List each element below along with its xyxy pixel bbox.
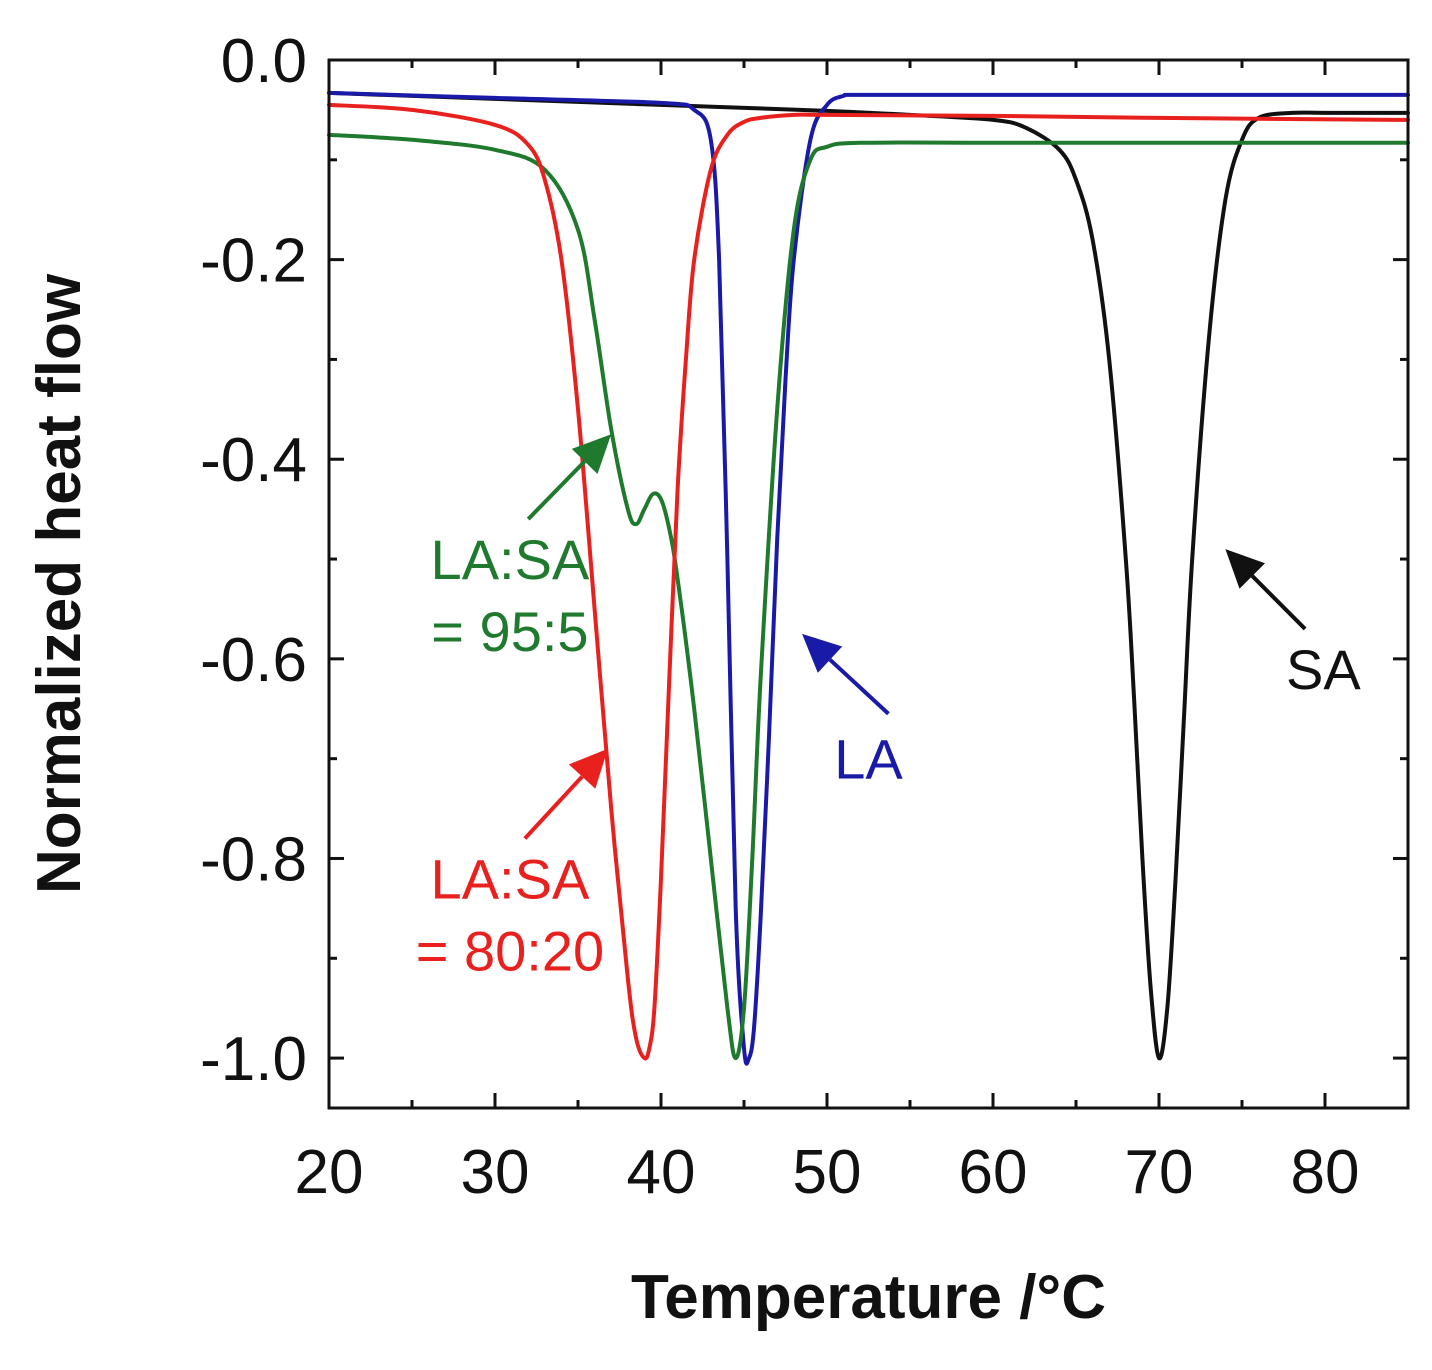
y-tick-label: -0.4 [200,426,307,495]
arrow-head [568,748,608,789]
annotation-sa: SA [1225,549,1361,701]
annotation-label: = 80:20 [416,919,604,982]
y-tick-label: -0.8 [200,825,307,894]
annotation-label: = 95:5 [431,600,588,663]
arrow-shaft [526,460,587,521]
x-tick-label: 80 [1291,1138,1360,1207]
y-tick-label: -0.2 [200,227,307,296]
x-tick-label: 30 [461,1138,530,1207]
series-line-la [327,90,1410,1066]
y-tick-label: -1.0 [200,1025,307,1094]
series-curves [327,90,1410,1066]
arrow-head [571,434,612,474]
series-line-la-sa-80-20 [327,102,1410,1061]
x-tick-label: 50 [793,1138,862,1207]
x-tick-label: 20 [295,1138,364,1207]
x-tick-label: 60 [959,1138,1028,1207]
plot-frame [327,58,1410,1110]
x-tick-label: 40 [627,1138,696,1207]
x-axis-title: Temperature /°C [631,1263,1106,1332]
y-axis-title: Normalized heat flow [25,273,94,894]
x-tick-label: 70 [1125,1138,1194,1207]
y-tick-label: 0.0 [221,27,307,96]
series-line-la-sa-95-5 [327,132,1410,1061]
annotation-la-sa-95-5: LA:SA = 95:5 [431,434,612,663]
arrow-head [802,633,843,673]
annotation-la: LA [802,633,903,791]
axis-ticks: 20 30 40 50 60 70 80 0.0 -0.2 -0.4 -0.6 -0.8 -1.0 [200,27,1408,1207]
arrow-shaft [828,658,890,716]
annotation-label: LA [834,728,903,791]
arrow-shaft [523,775,584,840]
arrow-shaft [1250,574,1307,631]
arrow-head [1225,549,1265,589]
annotation-label: LA:SA [431,847,590,910]
annotation-label: LA:SA [431,528,590,591]
annotation-la-sa-80-20: LA:SA = 80:20 [416,748,608,982]
annotations: LA:SA = 95:5 LA:SA = 80:20 LA SA [416,434,1361,982]
annotation-label: SA [1286,638,1361,701]
y-tick-label: -0.6 [200,626,307,695]
